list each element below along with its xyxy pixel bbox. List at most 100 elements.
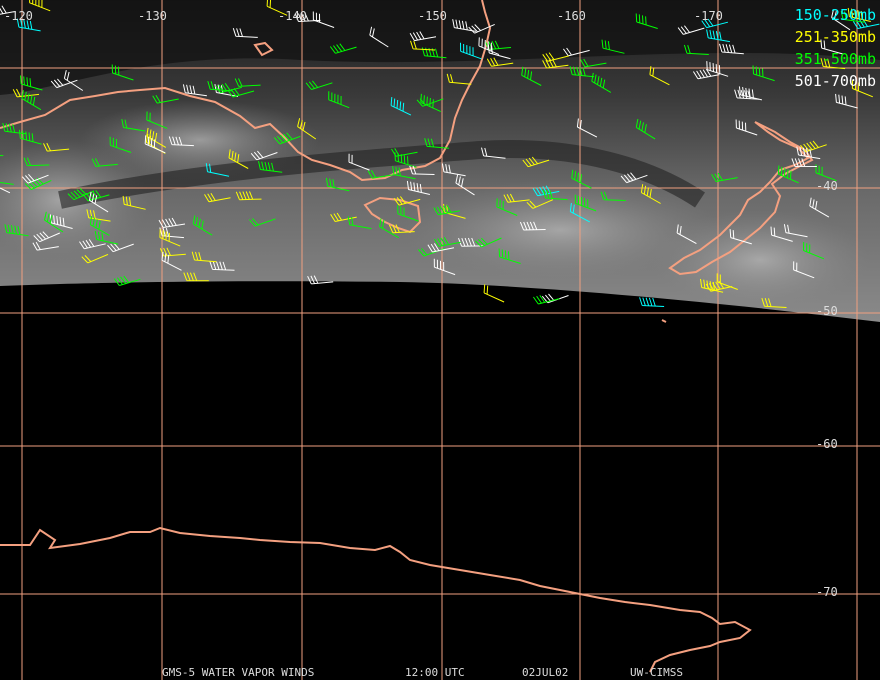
australia-coast — [0, 0, 492, 182]
wind-barb — [369, 26, 389, 48]
wind-barb — [761, 297, 787, 308]
wind-barb — [719, 43, 744, 55]
wind-barb — [107, 242, 134, 253]
longitude-label: -150 — [418, 9, 447, 23]
wind-barb — [379, 218, 399, 239]
legend-label: 251-350mb — [795, 28, 876, 46]
wind-barb — [503, 193, 530, 203]
wind-barb — [367, 169, 395, 179]
wind-barb — [424, 138, 449, 149]
cloud-bright — [650, 210, 870, 310]
wind-barb — [569, 66, 595, 78]
wind-barb — [815, 164, 837, 182]
wind-barb — [851, 79, 873, 98]
wind-barb — [526, 199, 554, 209]
wind-barb — [397, 205, 419, 222]
legend-label: 150-250mb — [795, 6, 876, 24]
wind-barb — [81, 253, 109, 264]
wind-barb — [409, 165, 435, 175]
wind-barb — [121, 119, 146, 132]
latitude-label: -50 — [816, 304, 838, 318]
footer-source: UW-CIMSS — [630, 666, 683, 679]
wind-barb — [496, 198, 518, 216]
wind-barb — [735, 119, 758, 136]
tasmania-coast — [363, 196, 422, 234]
footer: GMS-5 WATER VAPOR WINDS 12:00 UTC 02JUL0… — [162, 666, 683, 679]
wind-barb — [182, 84, 207, 97]
wind-barb — [23, 157, 50, 167]
footer-time: 12:00 UTC — [405, 666, 465, 679]
antarctica-coast — [0, 526, 752, 673]
wind-barb — [20, 75, 43, 91]
wind-barb — [569, 203, 590, 223]
longitude-label: -160 — [557, 9, 586, 23]
wind-barb — [204, 192, 231, 203]
wind-barb — [446, 73, 472, 85]
wind-barb — [410, 40, 436, 51]
wind-barb — [820, 58, 846, 70]
wind-barb — [522, 156, 550, 168]
wind-barb — [88, 191, 109, 213]
wind-barb — [161, 251, 182, 271]
wind-barb — [390, 97, 412, 116]
wind-barb — [234, 78, 261, 87]
legend: 150-250mb 251-350mb 351-500mb 501-700mb — [795, 6, 876, 90]
wind-barb — [266, 0, 288, 16]
wind-barb — [701, 18, 729, 29]
wind-barb — [209, 261, 235, 271]
wind-barb — [214, 84, 239, 97]
wind-barb — [328, 91, 350, 109]
wind-barb — [294, 13, 321, 22]
footer-title: GMS-5 WATER VAPOR WINDS — [162, 666, 314, 679]
wind-barb — [420, 93, 442, 113]
wind-barb — [50, 78, 78, 89]
wind-barb — [484, 40, 512, 50]
wind-barb — [159, 247, 186, 257]
wind-barb — [706, 61, 729, 77]
wind-barb — [649, 66, 670, 86]
wind-barb — [232, 28, 258, 38]
wind-barb — [388, 224, 415, 234]
wind-barb — [752, 65, 775, 82]
wind-barb — [394, 152, 417, 168]
wind-barb — [460, 42, 482, 60]
wind-barb — [542, 52, 570, 62]
wind-barb — [0, 181, 14, 185]
wind-barb — [421, 47, 447, 59]
wind-barb — [770, 226, 793, 242]
wind-barb — [43, 142, 70, 152]
latitude-label: -40 — [816, 179, 838, 193]
wind-barb — [79, 239, 106, 250]
wind-barb — [519, 221, 546, 231]
wind-barb — [542, 58, 569, 69]
wind-barb — [12, 88, 40, 98]
wind-barb — [452, 19, 476, 32]
wind-barb — [348, 153, 370, 171]
wind-barb — [716, 273, 738, 290]
wind-barb — [793, 261, 815, 279]
wind-barb — [601, 39, 625, 54]
wind-barb — [835, 93, 858, 109]
wind-barb — [205, 163, 230, 177]
wind-barb — [809, 197, 830, 218]
wind-barb — [711, 172, 738, 182]
wind-barb — [227, 88, 255, 98]
wind-barb — [574, 194, 597, 212]
wind-barb — [475, 237, 502, 248]
wind-barb — [67, 187, 95, 201]
wind-barb — [21, 90, 42, 111]
longitude-label: -140 — [278, 9, 307, 23]
wind-barb — [305, 80, 333, 90]
wind-barb — [33, 231, 60, 243]
wind-barb — [777, 165, 799, 184]
wind-barb — [700, 278, 724, 293]
dry-band — [0, 0, 880, 95]
wind-barb — [325, 177, 350, 192]
wind-barb — [86, 209, 111, 222]
wind-barb — [158, 217, 186, 228]
wind-barb — [406, 180, 431, 195]
wind-barb — [146, 111, 168, 129]
wind-barb — [441, 163, 466, 177]
legend-label: 501-700mb — [795, 72, 876, 90]
wind-barb — [481, 147, 506, 159]
